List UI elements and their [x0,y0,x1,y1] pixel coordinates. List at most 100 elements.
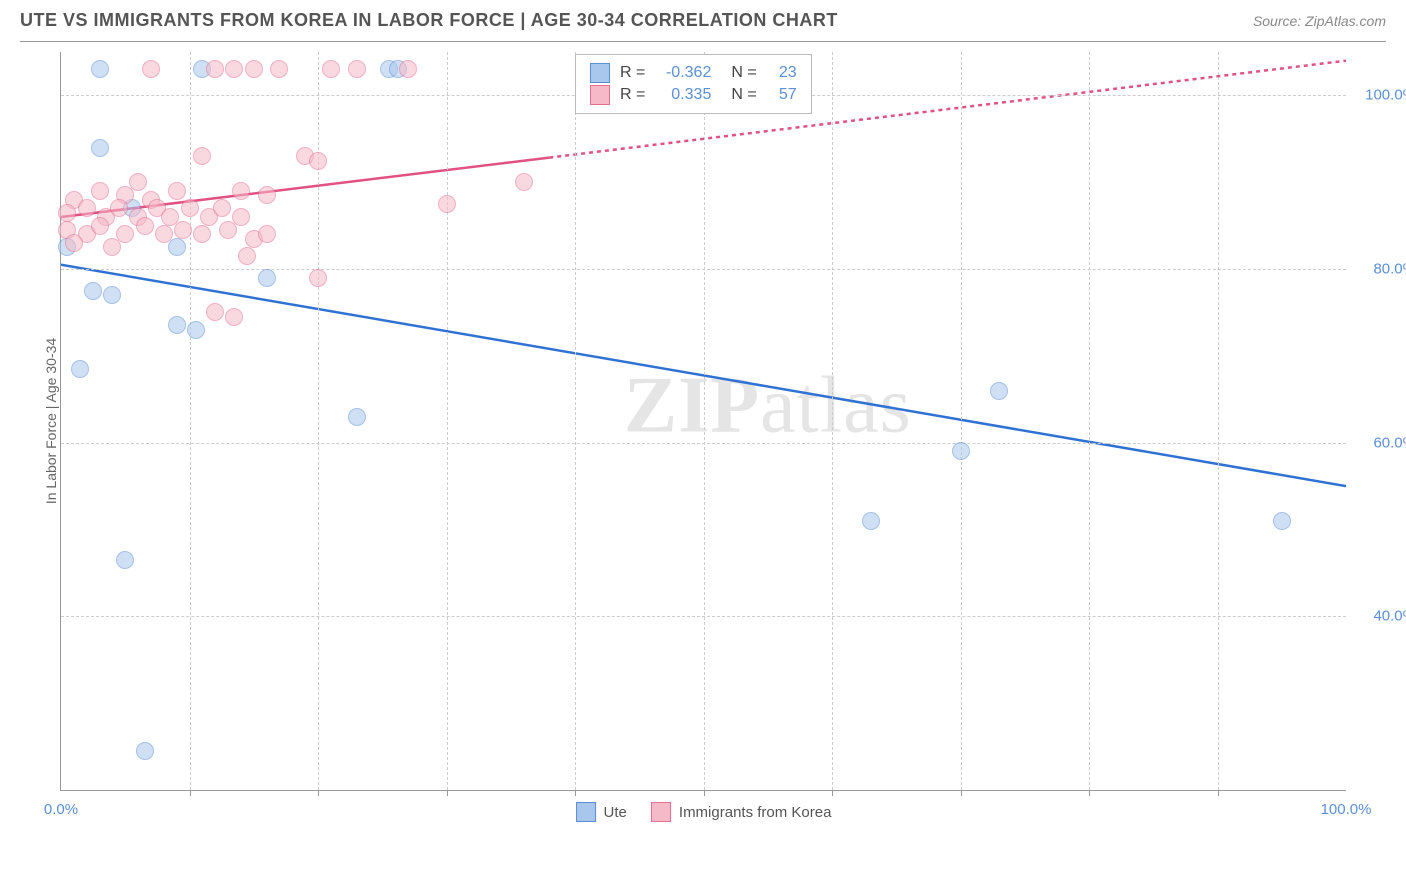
scatter-point [136,217,154,235]
gridline-vertical [832,52,833,790]
scatter-point [142,60,160,78]
scatter-point [91,182,109,200]
watermark-bold: ZIP [624,362,760,450]
scatter-point [309,269,327,287]
gridline-vertical [961,52,962,790]
scatter-point [84,282,102,300]
stats-n-value: 57 [767,86,797,104]
chart-header: UTE VS IMMIGRANTS FROM KOREA IN LABOR FO… [0,0,1406,36]
y-tick-label: 40.0% [1373,608,1406,625]
gridline-vertical [1089,52,1090,790]
scatter-point [238,247,256,265]
scatter-point [116,551,134,569]
scatter-point [225,60,243,78]
scatter-point [91,139,109,157]
scatter-point [193,225,211,243]
chart-source: Source: ZipAtlas.com [1253,13,1386,29]
scatter-point [91,60,109,78]
stats-r-value: -0.362 [655,64,711,82]
stats-swatch [590,85,610,105]
scatter-point [168,238,186,256]
scatter-point [258,186,276,204]
gridline-vertical [575,52,576,790]
watermark-thin: atlas [760,362,912,450]
x-tick-mark [961,790,962,796]
scatter-point [174,221,192,239]
plot-area: In Labor Force | Age 30-34 ZIPatlas UteI… [60,52,1346,791]
stats-r-label: R = [620,86,645,104]
x-tick-mark [1089,790,1090,796]
stats-box: R = -0.362 N = 23 R = 0.335 N = 57 [575,54,812,114]
watermark: ZIPatlas [624,361,912,452]
legend-label: Ute [604,804,627,821]
legend-label: Immigrants from Korea [679,804,832,821]
scatter-point [322,60,340,78]
y-tick-label: 80.0% [1373,261,1406,278]
scatter-point [213,199,231,217]
x-tick-mark [1218,790,1219,796]
scatter-point [155,225,173,243]
scatter-point [258,269,276,287]
legend-swatch [651,802,671,822]
scatter-point [270,60,288,78]
scatter-point [91,217,109,235]
scatter-point [245,60,263,78]
stats-n-value: 23 [767,64,797,82]
scatter-point [862,512,880,530]
scatter-point [219,221,237,239]
scatter-point [168,316,186,334]
scatter-point [348,408,366,426]
scatter-point [65,234,83,252]
scatter-point [103,286,121,304]
stats-row: R = 0.335 N = 57 [590,85,797,105]
legend-item: Immigrants from Korea [651,802,832,822]
y-tick-label: 100.0% [1365,87,1406,104]
scatter-point [952,442,970,460]
scatter-point [258,225,276,243]
chart-legend: Ute Immigrants from Korea [576,802,832,822]
gridline-vertical [1218,52,1219,790]
scatter-point [181,199,199,217]
scatter-point [348,60,366,78]
y-axis-label: In Labor Force | Age 30-34 [43,338,59,504]
chart-title: UTE VS IMMIGRANTS FROM KOREA IN LABOR FO… [20,10,838,31]
scatter-point [58,204,76,222]
x-tick-mark [190,790,191,796]
x-tick-mark [704,790,705,796]
chart-container: In Labor Force | Age 30-34 ZIPatlas Ute I… [20,41,1386,841]
gridline-vertical [190,52,191,790]
gridline-vertical [447,52,448,790]
stats-swatch [590,63,610,83]
stats-row: R = -0.362 N = 23 [590,63,797,83]
stats-r-label: R = [620,64,645,82]
scatter-point [78,199,96,217]
scatter-point [990,382,1008,400]
scatter-point [193,147,211,165]
x-tick-mark [575,790,576,796]
scatter-point [136,742,154,760]
scatter-point [71,360,89,378]
scatter-point [438,195,456,213]
scatter-point [110,199,128,217]
stats-n-label: N = [731,86,756,104]
scatter-point [103,238,121,256]
scatter-point [168,182,186,200]
legend-swatch [576,802,596,822]
x-tick-label: 0.0% [44,801,78,818]
x-tick-mark [318,790,319,796]
scatter-point [1273,512,1291,530]
stats-n-label: N = [731,64,756,82]
x-tick-label: 100.0% [1321,801,1372,818]
scatter-point [187,321,205,339]
scatter-point [225,308,243,326]
x-tick-mark [447,790,448,796]
scatter-point [399,60,417,78]
legend-item: Ute [576,802,627,822]
y-tick-label: 60.0% [1373,434,1406,451]
scatter-point [232,182,250,200]
scatter-point [206,303,224,321]
scatter-point [206,60,224,78]
gridline-vertical [704,52,705,790]
scatter-point [309,152,327,170]
stats-r-value: 0.335 [655,86,711,104]
